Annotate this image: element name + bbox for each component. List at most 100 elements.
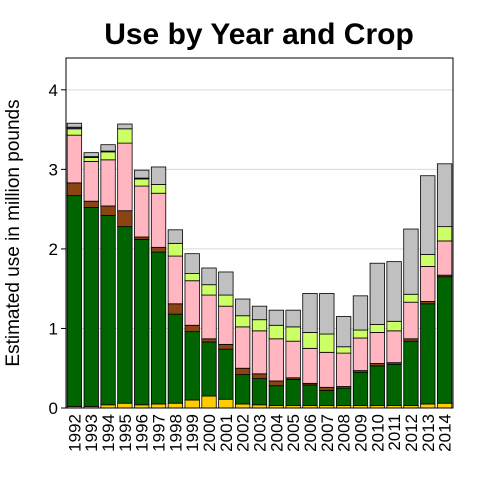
y-tick-label: 0	[49, 399, 58, 418]
bar-segment	[184, 331, 200, 401]
bar-segment	[436, 276, 453, 404]
bar-segment	[83, 152, 99, 158]
bar-segment	[268, 385, 284, 407]
bar-segment	[167, 255, 184, 305]
bar-segment	[201, 284, 217, 296]
bar-segment	[420, 175, 436, 255]
bar-segment	[285, 378, 301, 407]
bar-segment	[335, 316, 352, 348]
bar-segment	[150, 251, 167, 405]
x-tick-label: 1999	[183, 414, 202, 452]
x-tick-label: 2006	[301, 414, 320, 452]
bar-segment	[436, 226, 453, 242]
bar-segment	[268, 338, 284, 382]
x-axis: 1992199319941995199619971998199920002001…	[65, 414, 454, 452]
bar-segment	[184, 280, 200, 326]
bar-segment	[251, 378, 268, 406]
x-tick-label: 2008	[335, 414, 354, 452]
bar-segment	[369, 365, 385, 407]
bar-stacks	[66, 122, 453, 409]
x-tick-label: 1992	[65, 414, 84, 452]
bar-segment	[285, 340, 301, 379]
bar-segment	[420, 266, 436, 302]
bar-segment	[302, 347, 318, 384]
x-tick-label: 2010	[368, 414, 387, 452]
bar-segment	[117, 226, 133, 404]
y-axis: 0 1 2 3 4	[49, 81, 66, 418]
bar-segment	[117, 128, 133, 144]
bar-segment	[201, 267, 217, 286]
bar-segment	[319, 333, 335, 353]
bar-segment	[352, 337, 369, 372]
bar-segment	[83, 161, 99, 202]
bar-segment	[201, 395, 217, 409]
x-tick-label: 1998	[166, 414, 185, 452]
x-tick-label: 2002	[234, 414, 253, 452]
x-tick-label: 1996	[133, 414, 152, 452]
x-tick-label: 1994	[99, 414, 118, 452]
bar-segment	[251, 305, 268, 321]
x-tick-label: 2005	[284, 414, 303, 452]
bar-segment	[251, 319, 268, 332]
bar-segment	[235, 315, 251, 328]
bar-segment	[100, 151, 116, 161]
bar-segment	[386, 261, 402, 322]
bar-segment	[150, 403, 167, 409]
chart-title: Use by Year and Crop	[104, 18, 414, 51]
x-tick-label: 2007	[318, 414, 337, 452]
y-tick-label: 1	[49, 319, 58, 338]
bar-segment	[235, 374, 251, 405]
bar-segment	[134, 169, 150, 179]
bar-segment	[184, 273, 200, 282]
y-axis-label: Estimated use in million pounds	[3, 99, 24, 366]
bar-segment	[235, 298, 251, 317]
x-tick-label: 2001	[217, 414, 236, 452]
bar-segment	[184, 253, 200, 274]
bar-segment	[83, 200, 99, 208]
bar-segment	[218, 271, 234, 296]
bar-segment	[117, 210, 133, 228]
bar-segment	[66, 122, 83, 128]
bar-segment	[218, 398, 234, 409]
bar-segment	[319, 390, 335, 407]
bar-segment	[66, 195, 83, 407]
bar-segment	[235, 326, 251, 369]
bar-segment	[66, 128, 83, 136]
bar-segment	[285, 309, 301, 328]
plot-frame	[65, 57, 454, 409]
bar-segment	[420, 303, 436, 405]
x-tick-label: 1995	[116, 414, 135, 452]
bar-segment	[201, 294, 217, 340]
bar-segment	[117, 123, 133, 130]
bar-segment	[83, 157, 99, 162]
bar-segment	[100, 215, 116, 406]
bar-segment	[268, 309, 284, 326]
bar-segment	[218, 348, 234, 400]
bar-segment	[403, 301, 419, 340]
bar-segment	[302, 332, 318, 349]
bar-segment	[66, 182, 83, 197]
bar-segment	[302, 293, 318, 333]
bar-segment	[268, 324, 284, 340]
bar-segment	[251, 373, 268, 379]
x-tick-label: 2011	[385, 414, 404, 451]
x-tick-label: 2012	[402, 414, 421, 452]
bar-segment	[184, 399, 200, 409]
bar-segment	[403, 293, 419, 303]
bar-segment	[268, 380, 284, 387]
bar-segment	[352, 371, 369, 407]
y-tick-label: 3	[49, 160, 58, 179]
bar-segment	[218, 305, 234, 345]
bar-segment	[167, 313, 184, 404]
bar-segment	[100, 144, 116, 152]
bar-segment	[150, 246, 167, 253]
bar-segment	[369, 332, 385, 364]
bar-segment	[134, 178, 150, 187]
bar-segment	[167, 242, 184, 257]
bar-segment	[167, 229, 184, 244]
y-tick-label: 2	[49, 240, 58, 259]
bar-segment	[335, 387, 352, 407]
bar-segment	[201, 338, 217, 343]
bar-segment	[150, 192, 167, 248]
